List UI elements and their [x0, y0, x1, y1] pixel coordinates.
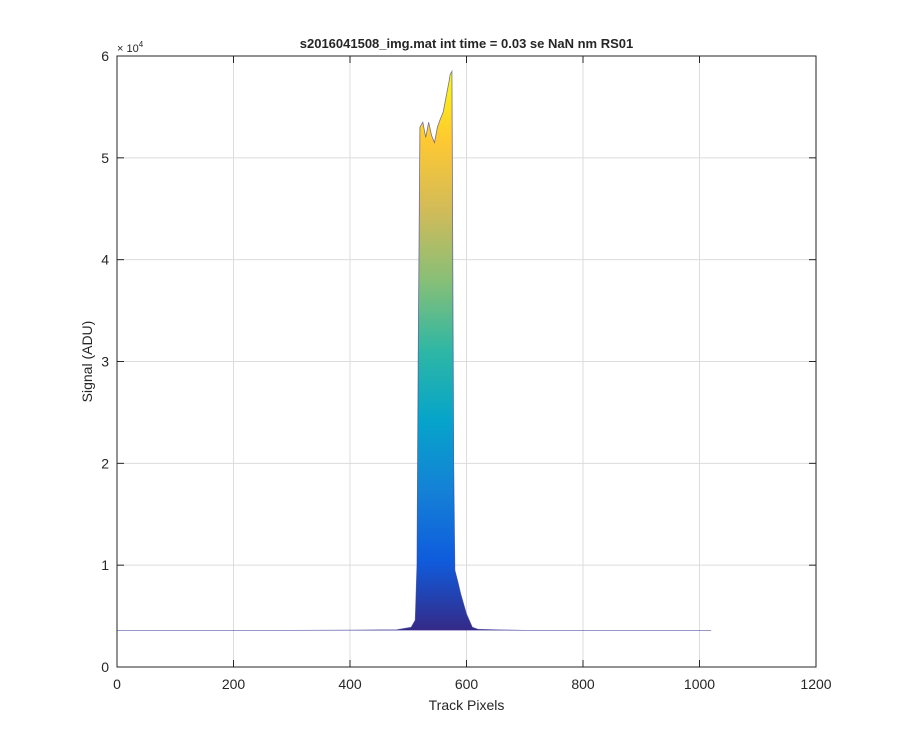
y-tick-label: 0: [101, 659, 109, 675]
tick-labels: 0 200 400 600 800 1000 1200 0 1 2 3 4 5 6: [101, 48, 832, 692]
x-tick-label: 800: [571, 676, 595, 692]
y-exponent-power: 4: [139, 40, 144, 49]
x-tick-label: 400: [338, 676, 362, 692]
x-tick-label: 600: [455, 676, 479, 692]
axes: [116, 55, 817, 668]
x-axis-label: Track Pixels: [429, 697, 505, 713]
y-axis-exponent: × 104: [117, 40, 144, 55]
x-tick-label: 0: [113, 676, 121, 692]
x-tick-label: 1200: [800, 676, 831, 692]
y-exponent-base: × 10: [117, 43, 139, 55]
x-tick-label: 1000: [684, 676, 715, 692]
y-tick-label: 6: [101, 48, 109, 64]
y-tick-label: 5: [101, 150, 109, 166]
y-tick-label: 3: [101, 354, 109, 370]
signal-line: [117, 69, 712, 631]
grid: [117, 56, 816, 667]
y-tick-label: 4: [101, 252, 109, 268]
y-tick-label: 2: [101, 455, 109, 471]
y-tick-label: 1: [101, 557, 109, 573]
data-layer: [117, 69, 712, 631]
x-tick-label: 200: [222, 676, 246, 692]
chart-title: s2016041508_img.mat int time = 0.03 se N…: [300, 36, 634, 51]
y-axis-label: Signal (ADU): [79, 321, 95, 403]
